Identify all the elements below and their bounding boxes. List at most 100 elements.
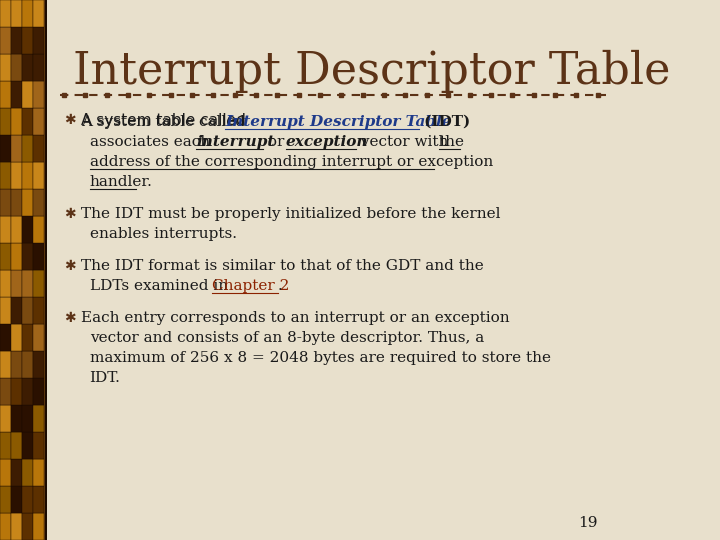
Text: The IDT must be properly initialized before the kernel: The IDT must be properly initialized bef… xyxy=(81,207,500,221)
Bar xyxy=(11,81,22,108)
Text: enables interrupts.: enables interrupts. xyxy=(89,227,237,241)
Text: LDTs examined in: LDTs examined in xyxy=(89,279,233,293)
Text: handler.: handler. xyxy=(89,175,153,189)
Text: .: . xyxy=(278,279,282,293)
Bar xyxy=(33,54,45,81)
Bar xyxy=(0,243,11,270)
Text: maximum of 256 x 8 = 2048 bytes are required to store the: maximum of 256 x 8 = 2048 bytes are requ… xyxy=(89,351,551,365)
Text: (IDT): (IDT) xyxy=(418,115,470,129)
Bar xyxy=(11,162,22,189)
Text: A system table called: A system table called xyxy=(81,112,251,127)
Bar xyxy=(22,0,33,27)
Bar xyxy=(33,405,45,432)
Bar xyxy=(11,27,22,54)
Bar xyxy=(33,81,45,108)
Bar xyxy=(33,432,45,459)
Bar xyxy=(22,27,33,54)
Bar xyxy=(22,216,33,243)
Text: exception: exception xyxy=(286,135,368,149)
Bar xyxy=(0,135,11,162)
Bar xyxy=(22,378,33,405)
Bar xyxy=(33,135,45,162)
Text: ✱: ✱ xyxy=(64,311,76,325)
Bar xyxy=(11,405,22,432)
Bar xyxy=(33,189,45,216)
Bar xyxy=(22,486,33,513)
Bar xyxy=(11,54,22,81)
Bar xyxy=(11,486,22,513)
Bar xyxy=(11,459,22,486)
Bar xyxy=(45,0,47,540)
Text: The IDT format is similar to that of the GDT and the: The IDT format is similar to that of the… xyxy=(81,259,484,273)
Text: Each entry corresponds to an interrupt or an exception: Each entry corresponds to an interrupt o… xyxy=(81,311,510,325)
Bar xyxy=(22,189,33,216)
Text: associates each: associates each xyxy=(89,135,215,149)
Bar xyxy=(0,189,11,216)
Text: Chapter 2: Chapter 2 xyxy=(212,279,289,293)
Bar xyxy=(0,270,11,297)
Bar xyxy=(33,216,45,243)
Bar xyxy=(11,243,22,270)
Bar xyxy=(0,297,11,324)
Text: vector with: vector with xyxy=(356,135,454,149)
Text: ✱: ✱ xyxy=(64,207,76,221)
Bar xyxy=(22,459,33,486)
Text: Interrupt Descriptor Table: Interrupt Descriptor Table xyxy=(225,115,451,129)
Bar xyxy=(0,378,11,405)
Bar xyxy=(11,108,22,135)
Bar xyxy=(0,0,47,540)
Bar xyxy=(0,324,11,351)
Bar xyxy=(0,216,11,243)
Bar xyxy=(0,459,11,486)
Text: interrupt: interrupt xyxy=(197,135,275,149)
Bar xyxy=(33,297,45,324)
Text: IDT.: IDT. xyxy=(89,371,120,385)
Bar xyxy=(33,27,45,54)
Text: address of the corresponding interrupt or exception: address of the corresponding interrupt o… xyxy=(89,155,493,169)
Bar xyxy=(33,108,45,135)
Bar xyxy=(33,486,45,513)
Bar xyxy=(22,243,33,270)
Bar xyxy=(0,432,11,459)
Bar xyxy=(11,351,22,378)
Text: ✱: ✱ xyxy=(64,259,76,273)
Bar xyxy=(22,135,33,162)
Bar xyxy=(22,351,33,378)
Bar xyxy=(33,324,45,351)
Bar xyxy=(0,27,11,54)
Bar xyxy=(22,405,33,432)
Bar xyxy=(11,513,22,540)
Bar xyxy=(11,270,22,297)
Bar xyxy=(0,108,11,135)
Bar xyxy=(33,459,45,486)
Bar xyxy=(33,351,45,378)
Text: 19: 19 xyxy=(578,516,598,530)
Text: vector and consists of an 8-byte descriptor. Thus, a: vector and consists of an 8-byte descrip… xyxy=(89,331,484,345)
Bar xyxy=(11,378,22,405)
Bar xyxy=(0,54,11,81)
Bar xyxy=(33,0,45,27)
Bar xyxy=(22,297,33,324)
Bar xyxy=(0,351,11,378)
Bar xyxy=(11,216,22,243)
Bar xyxy=(11,297,22,324)
Bar xyxy=(33,162,45,189)
Bar xyxy=(11,0,22,27)
Bar xyxy=(0,81,11,108)
Bar xyxy=(11,432,22,459)
Bar xyxy=(22,270,33,297)
Text: Interrupt Descriptor Table: Interrupt Descriptor Table xyxy=(73,50,670,93)
Bar xyxy=(33,243,45,270)
Bar xyxy=(22,81,33,108)
Bar xyxy=(11,324,22,351)
Bar xyxy=(22,324,33,351)
Bar xyxy=(22,162,33,189)
Bar xyxy=(33,378,45,405)
Bar xyxy=(11,135,22,162)
Bar xyxy=(0,513,11,540)
Bar xyxy=(22,108,33,135)
Bar xyxy=(0,405,11,432)
Bar xyxy=(33,513,45,540)
Bar xyxy=(22,513,33,540)
Bar xyxy=(22,54,33,81)
